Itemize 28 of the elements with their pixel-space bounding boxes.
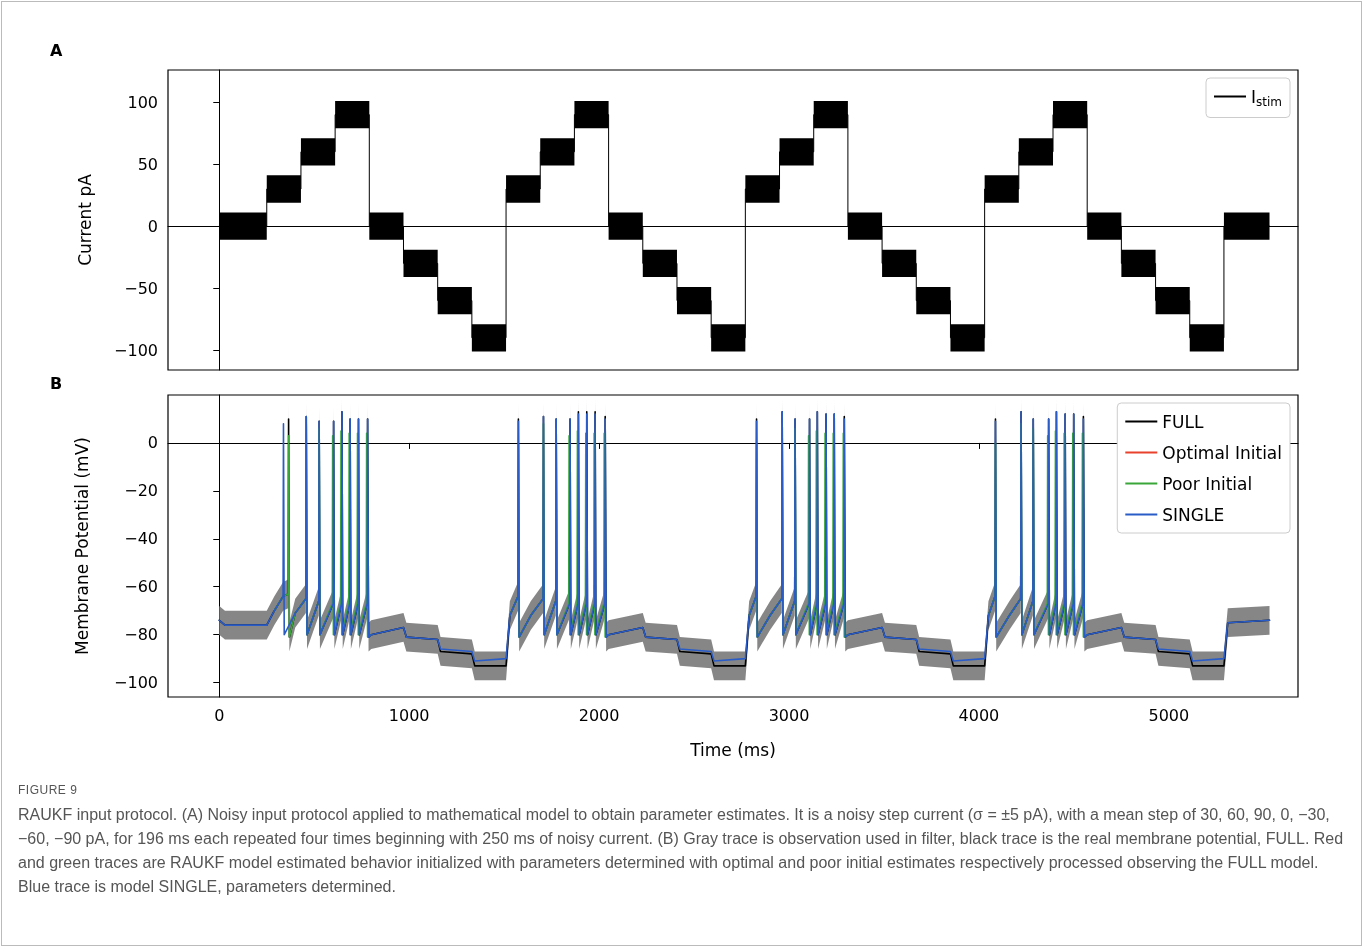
y-tick-label: −60 [124, 577, 158, 597]
x-tick-label: 4000 [958, 705, 1000, 725]
y-tick-label: −20 [124, 481, 158, 501]
x-tick-label: 3000 [768, 705, 810, 725]
y-tick-label: −80 [124, 625, 158, 645]
legend-label: FULL [1162, 411, 1204, 432]
x-tick-label: 2000 [578, 705, 620, 725]
caption: FIGURE 9 [18, 783, 79, 797]
y-tick-label: −40 [124, 529, 158, 549]
y-tick-label: −100 [114, 340, 158, 360]
text: RAUKF input protocol. (A) Noisy input protocol applied to mathematical model to obtain parameter estimates. It is a noisy step current (σ = ±5 pA), with a mean step of 30, 60, 90, 0, −30, −60, −90 pA, for 196 ms each repeated four times beginning with 250 ms of noisy current. (B) Gray trace is observation used in filter, black trace is the real membrane potential, FULL. Red and green traces are RAUKF model estimated behavior initialized with parameters determined with optimal and poor initial estimates respectively processed observing the FULL model. Blue trace is model SINGLE, parameters determined. [18, 805, 1345, 897]
text: B [50, 373, 63, 393]
x-axis-title: Time (ms) [689, 739, 776, 760]
y-axis-title: Current pA [74, 173, 95, 266]
x-tick-label: 5000 [1148, 705, 1190, 725]
legend-label: Poor Initial [1162, 473, 1253, 494]
y-tick-label: −50 [124, 278, 158, 298]
x-tick-label: 0 [214, 705, 225, 725]
y-tick-label: 0 [147, 216, 158, 236]
y-tick-label: −100 [114, 673, 158, 693]
legend-label: Optimal Initial [1162, 442, 1283, 463]
y-axis-title: Membrane Potential (mV) [71, 437, 92, 655]
y-tick-label: 50 [137, 154, 158, 174]
x-tick-label: 1000 [388, 705, 430, 725]
y-tick-label: 100 [127, 92, 158, 112]
legend-label: SINGLE [1162, 504, 1225, 525]
y-tick-label: 0 [147, 433, 158, 453]
text: A [50, 40, 63, 60]
